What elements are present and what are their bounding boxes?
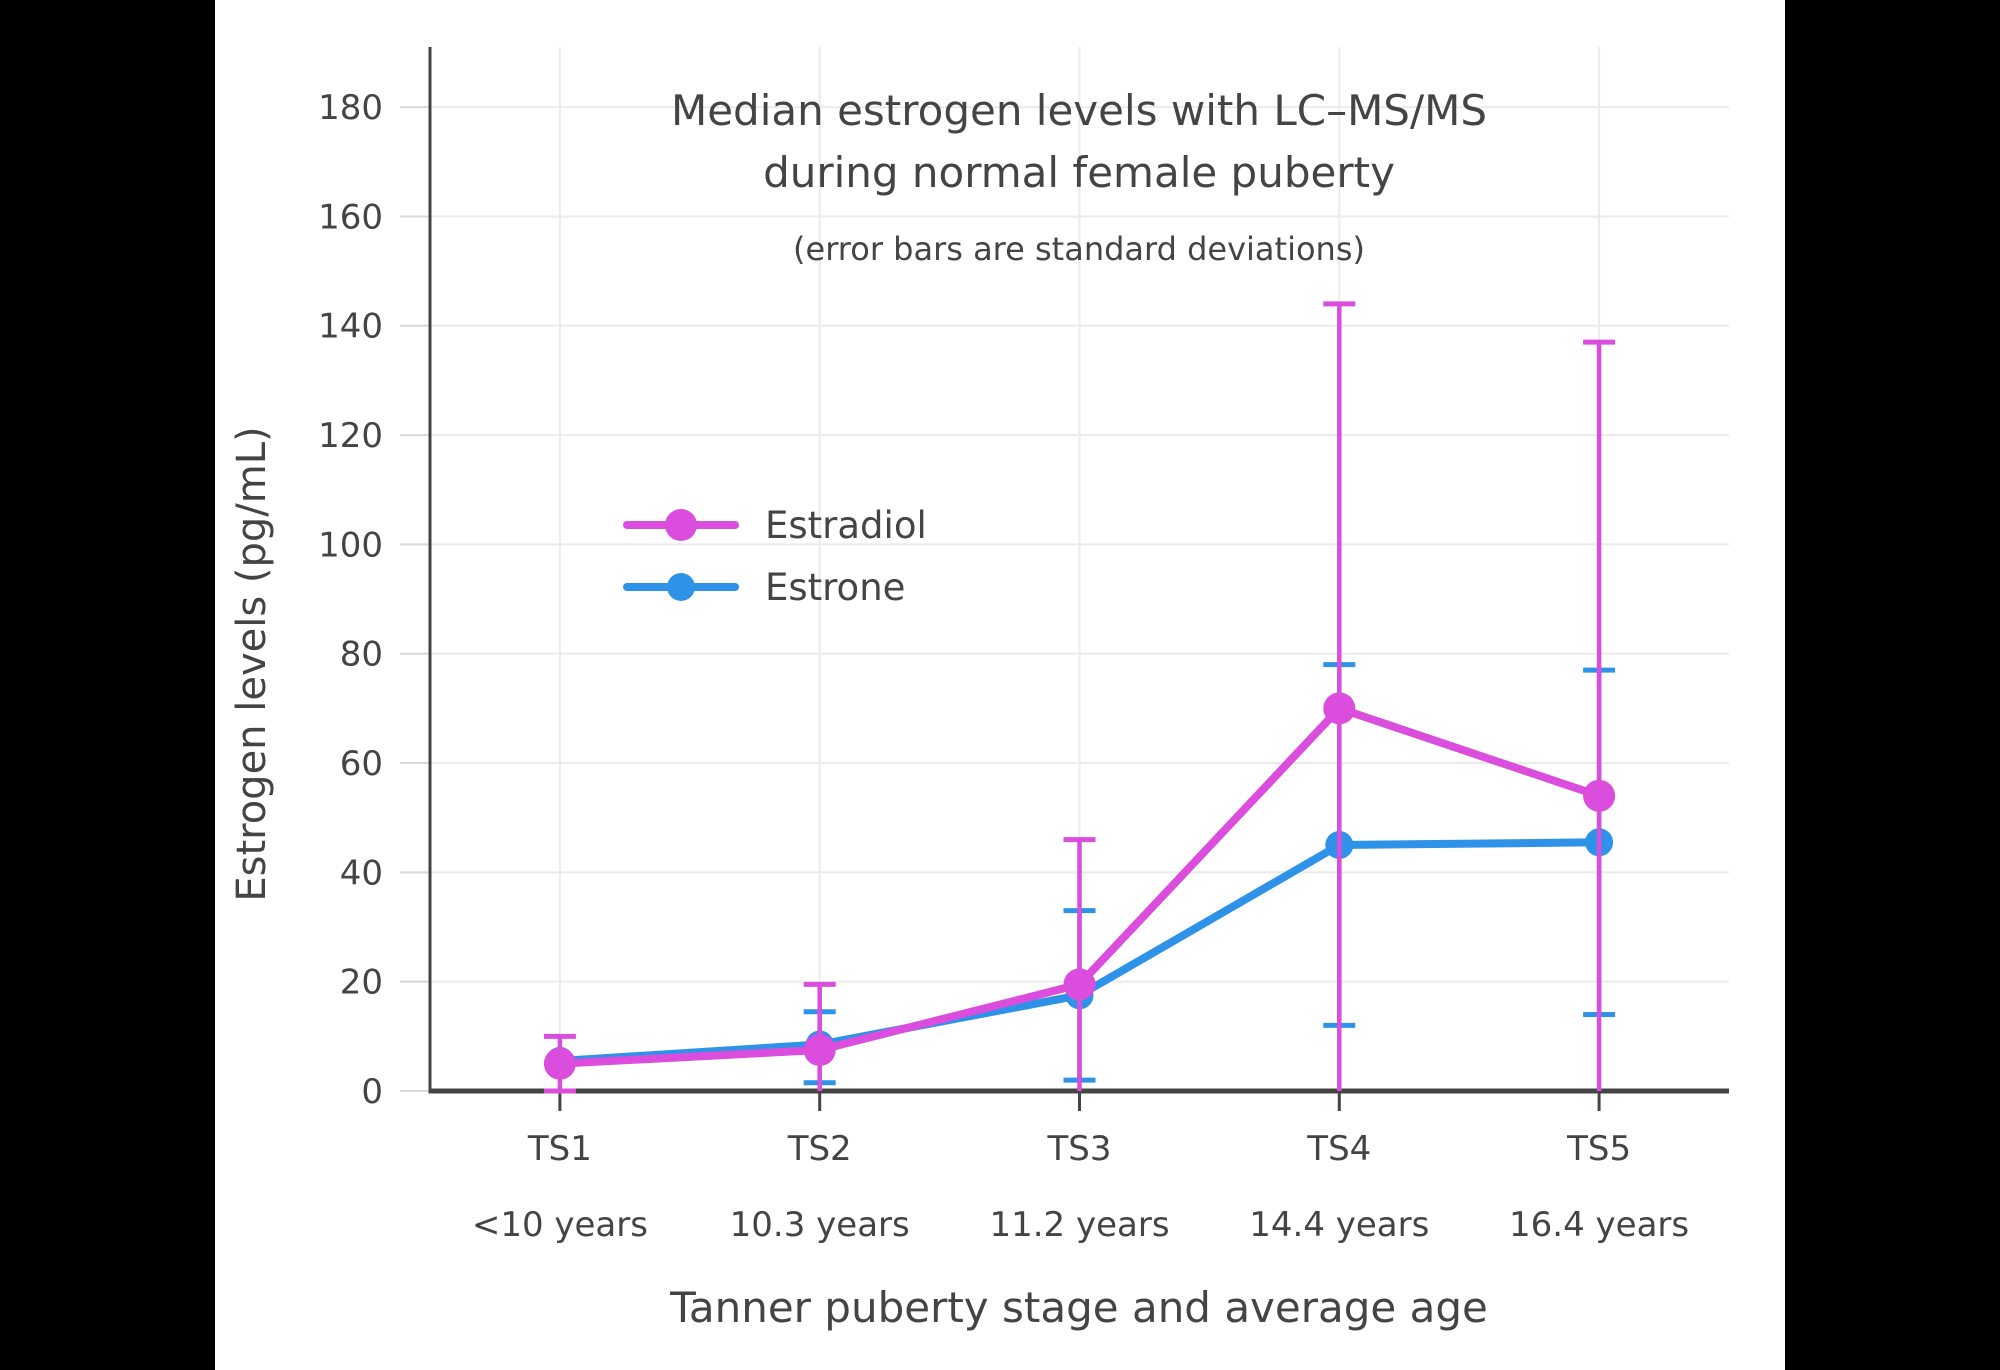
figure-canvas: 0 20 40 60 80 100 120 140 160 180 TS1 <10 years TS2 1… (215, 0, 1785, 1370)
legend-item-estrone[interactable]: Estrone (623, 556, 927, 618)
x-axis-title: Tanner puberty stage and average age (670, 1283, 1488, 1332)
legend-item-estradiol[interactable]: Estradiol (623, 494, 927, 556)
y-tick-label-0: 0 (361, 1072, 383, 1112)
x-tick-label-TS1: TS1 (527, 1129, 592, 1169)
legend-label-estradiol: Estradiol (765, 503, 927, 547)
estradiol-legend-marker-icon (623, 509, 739, 541)
x-age-label-TS4: 14.4 years (1249, 1205, 1429, 1245)
y-tick-label-100: 100 (318, 525, 383, 565)
x-tick-label-TS2: TS2 (787, 1129, 852, 1169)
chart-svg[interactable]: 0 20 40 60 80 100 120 140 160 180 TS1 <10 years TS2 1… (215, 0, 1785, 1370)
x-tick-label-TS3: TS3 (1047, 1129, 1112, 1169)
y-tick-label-80: 80 (340, 635, 383, 675)
estrone-legend-marker-icon (623, 573, 739, 601)
marker-estradiol-TS1[interactable] (543, 1047, 576, 1080)
y-tick-label-60: 60 (340, 744, 383, 784)
x-tick-label-TS4: TS4 (1306, 1129, 1371, 1169)
marker-estradiol-TS5[interactable] (1583, 779, 1616, 812)
y-tick-label-160: 160 (318, 197, 383, 237)
x-age-label-TS3: 11.2 years (989, 1205, 1169, 1245)
legend-label-estrone: Estrone (765, 565, 906, 609)
x-age-label-TS2: 10.3 years (730, 1205, 910, 1245)
y-tick-label-180: 180 (318, 88, 383, 128)
x-tick-label-TS5: TS5 (1566, 1129, 1631, 1169)
marker-estradiol-TS3[interactable] (1063, 968, 1096, 1001)
y-tick-label-40: 40 (340, 853, 383, 893)
marker-estradiol-TS4[interactable] (1323, 692, 1356, 725)
letterbox-right (1785, 0, 2000, 1370)
marker-estradiol-TS2[interactable] (803, 1034, 836, 1067)
chart-title-line2: during normal female puberty (763, 148, 1395, 197)
y-tick-label-140: 140 (318, 307, 383, 347)
y-tick-label-120: 120 (318, 416, 383, 456)
chart-title-line1: Median estrogen levels with LC–MS/MS (670, 86, 1488, 135)
letterbox-left (0, 0, 215, 1370)
chart-subtitle: (error bars are standard deviations) (793, 230, 1365, 268)
y-tick-label-20: 20 (340, 963, 383, 1003)
x-age-label-TS5: 16.4 years (1509, 1205, 1689, 1245)
y-axis-title: Estrogen levels (pg/mL) (229, 426, 275, 902)
x-age-label-TS1: <10 years (472, 1205, 648, 1245)
legend: Estradiol Estrone (623, 494, 927, 618)
